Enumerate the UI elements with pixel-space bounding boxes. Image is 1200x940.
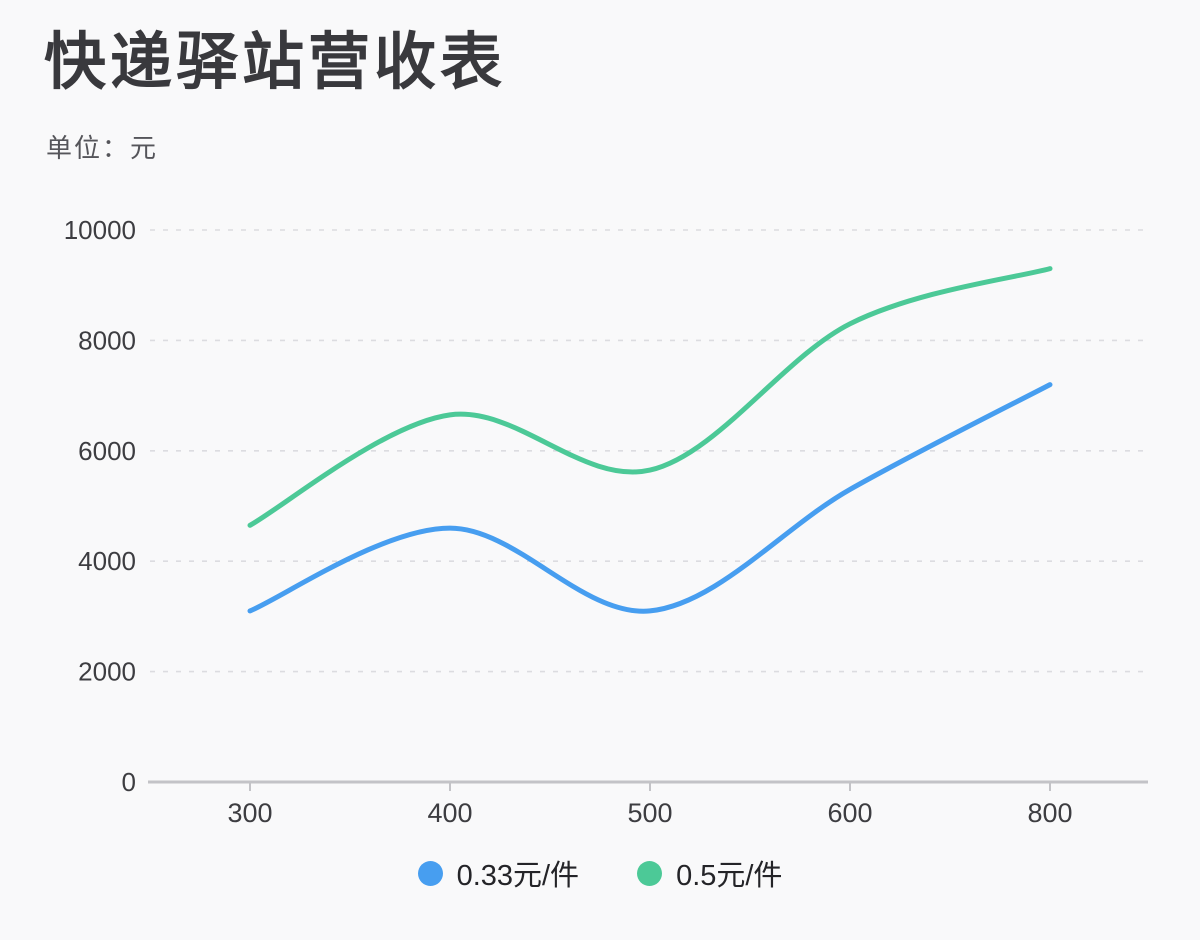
x-axis-label: 500 xyxy=(627,798,672,828)
y-axis-label: 8000 xyxy=(78,325,136,355)
y-axis-label: 2000 xyxy=(78,657,136,687)
legend-item-0[interactable]: 0.33元/件 xyxy=(417,852,580,894)
y-axis-label: 0 xyxy=(122,767,136,797)
x-axis-label: 600 xyxy=(827,798,872,828)
x-axis-label: 300 xyxy=(227,798,272,828)
page-title: 快递驿站营收表 xyxy=(44,28,507,97)
legend-item-1[interactable]: 0.5元/件 xyxy=(637,852,782,894)
legend: 0.33元/件 0.5元/件 xyxy=(0,852,1200,894)
series-line-0[interactable] xyxy=(247,382,1053,614)
unit-label: 单位：元 xyxy=(46,133,159,163)
y-axis-label: 10000 xyxy=(64,215,136,245)
x-axis-label: 800 xyxy=(1027,798,1072,828)
y-axis-label: 4000 xyxy=(78,546,136,576)
y-axis-label: 6000 xyxy=(78,436,136,466)
series-line-1[interactable] xyxy=(247,266,1053,528)
legend-dot-icon xyxy=(417,860,443,886)
legend-label: 0.33元/件 xyxy=(456,860,580,892)
x-axis-label: 400 xyxy=(427,798,472,828)
legend-label: 0.5元/件 xyxy=(676,860,783,892)
legend-dot-icon xyxy=(637,860,663,886)
